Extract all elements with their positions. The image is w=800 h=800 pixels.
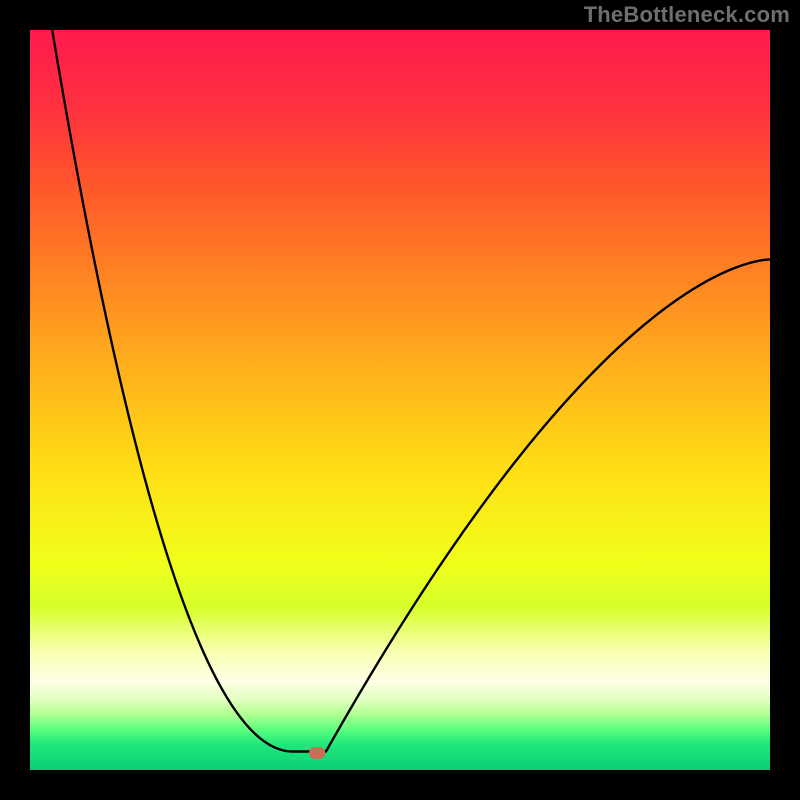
optimal-point-marker	[309, 747, 325, 759]
watermark-text: TheBottleneck.com	[584, 2, 790, 28]
chart-container: TheBottleneck.com	[0, 0, 800, 800]
plot-background	[30, 30, 770, 770]
bottleneck-chart	[0, 0, 800, 800]
